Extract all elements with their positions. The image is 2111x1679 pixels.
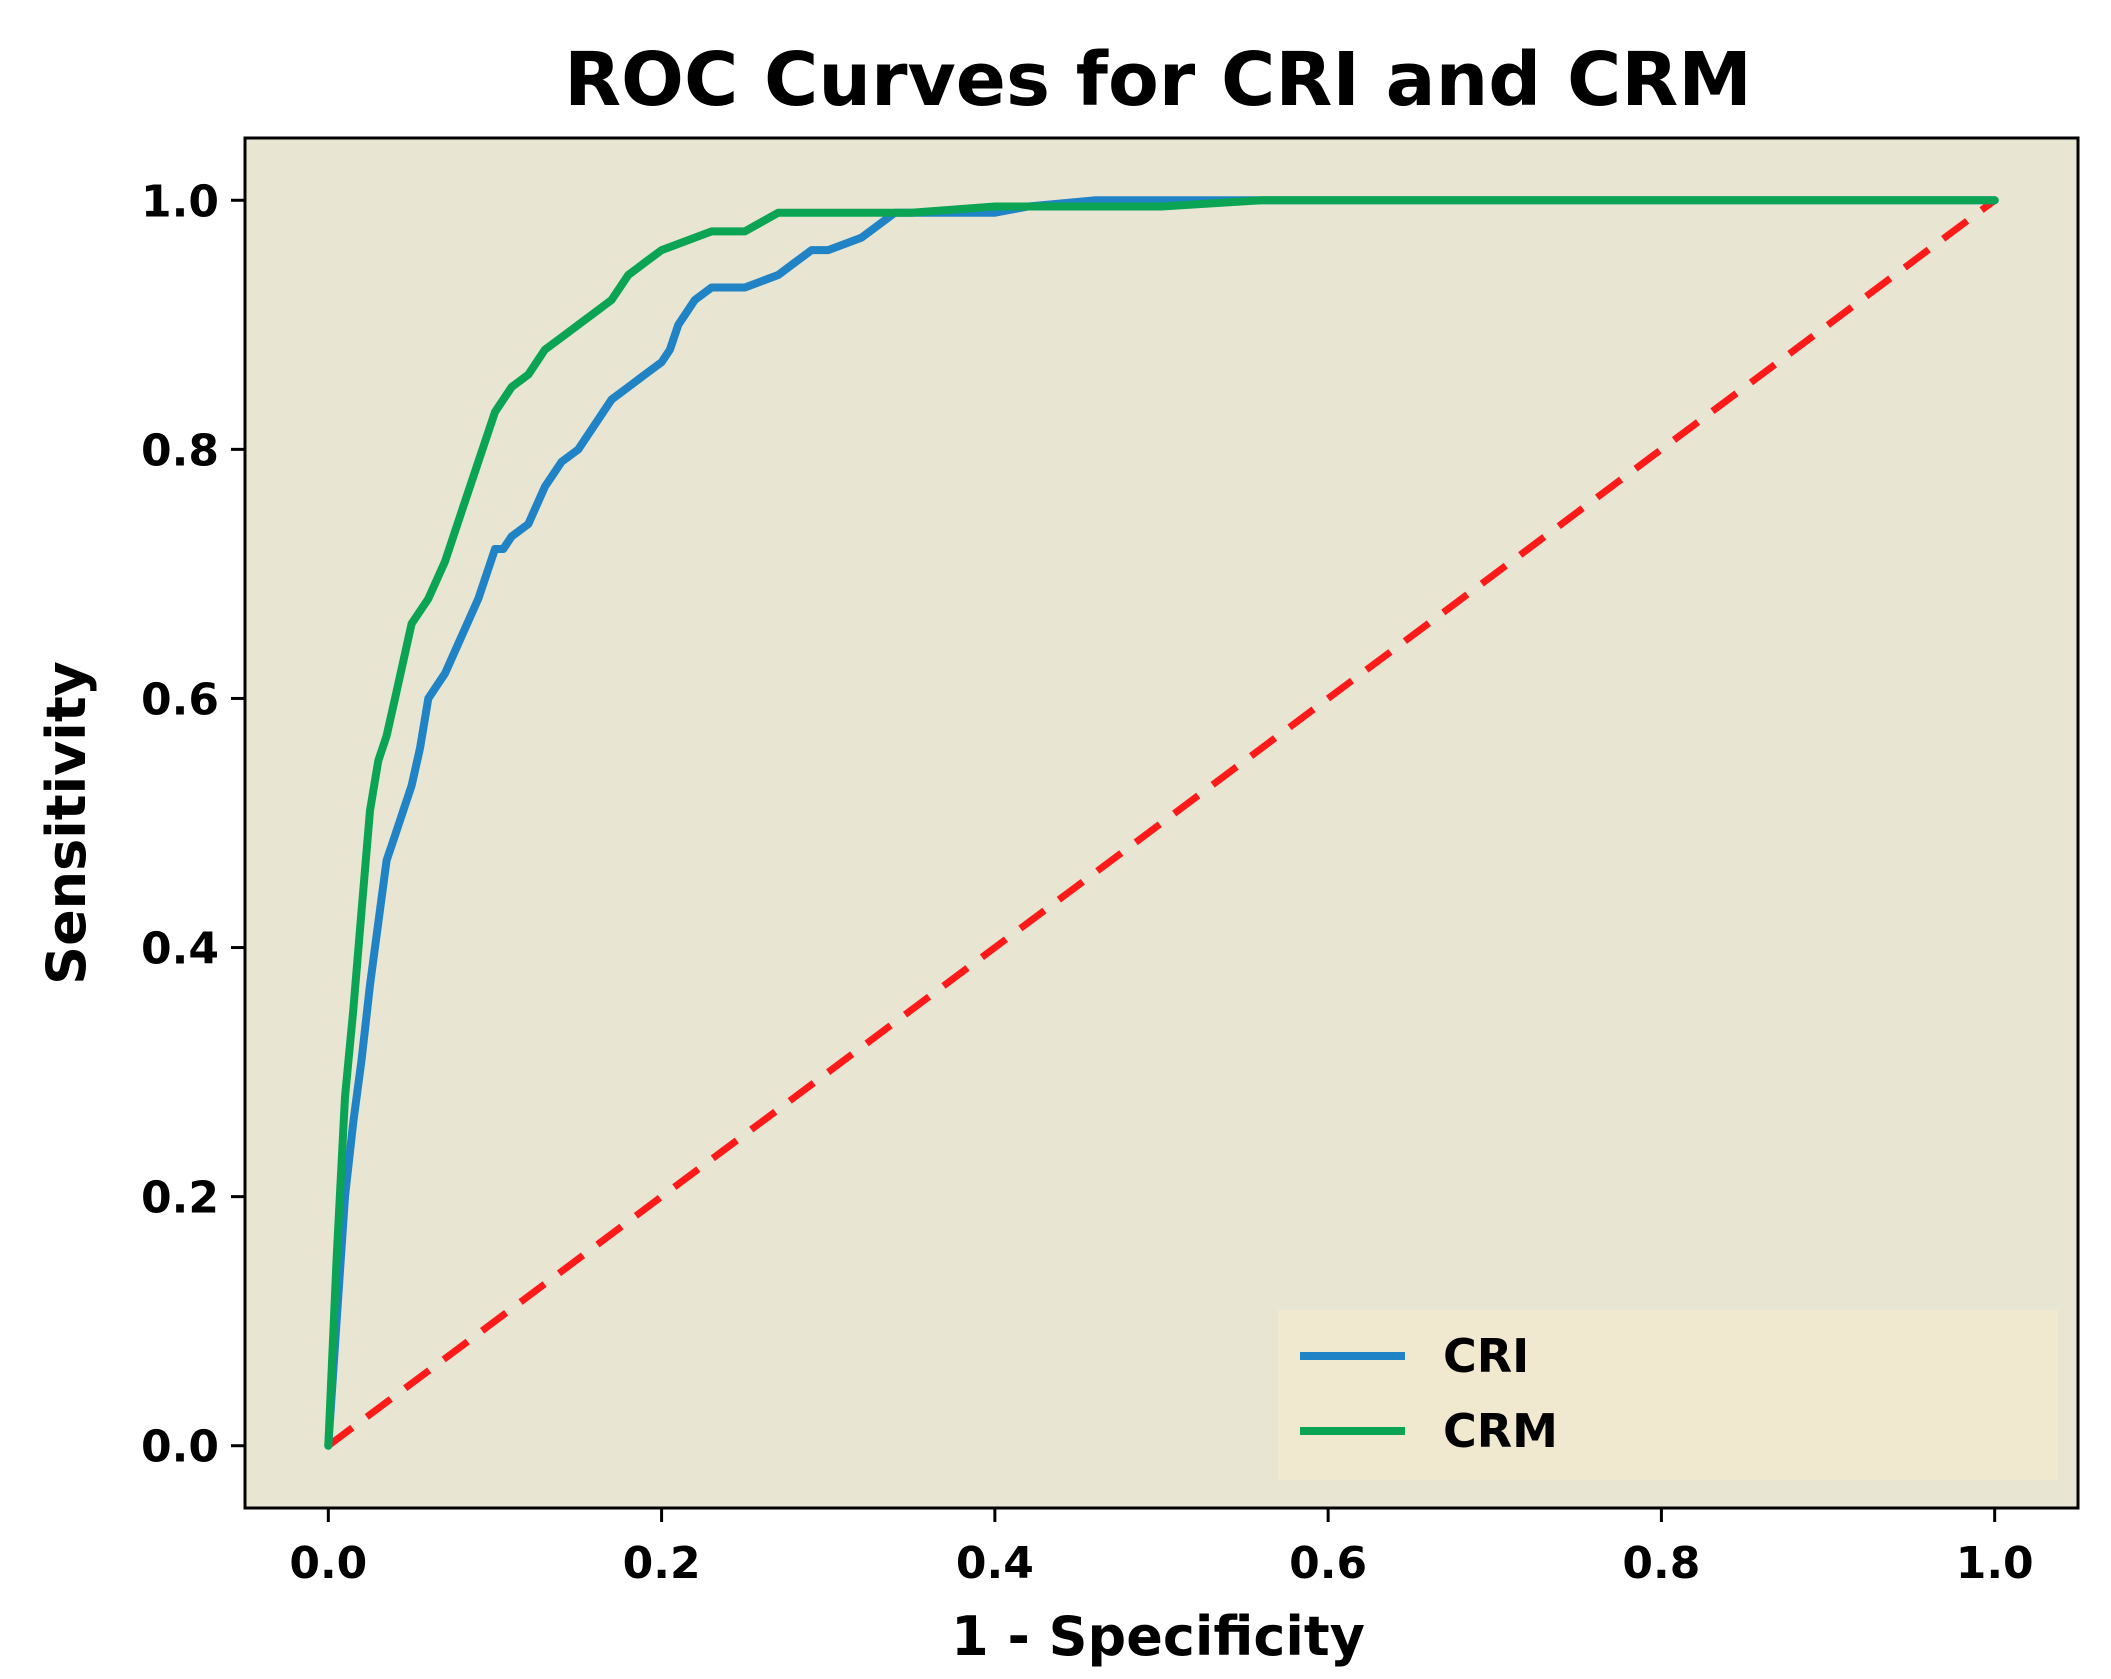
y-axis-label: Sensitivity: [35, 661, 98, 985]
axis-ticks: 0.0 0.2 0.4 0.6 0.8 1.0 0.0 0.2 0.4 0.6 0.8 1.0: [141, 176, 2034, 1589]
x-tick-label: 0.8: [1622, 1538, 1700, 1589]
series-line-chance: [326, 197, 1997, 1449]
x-tick-label: 0.0: [289, 1538, 367, 1589]
plot-frame: [243, 136, 2080, 1510]
legend-box: [1278, 1310, 2058, 1480]
chart-title: ROC Curves for CRI and CRM: [564, 37, 1752, 123]
x-tick-label: 0.2: [623, 1538, 701, 1589]
legend-label-crm: CRM: [1443, 1404, 1558, 1458]
x-axis-label: 1 - Specificity: [951, 1605, 1365, 1668]
series-line-crm: [324, 196, 1999, 1450]
y-tick-label: 0.0: [141, 1422, 219, 1473]
y-tick-label: 0.2: [141, 1173, 219, 1224]
series-line-cri: [324, 196, 1999, 1450]
y-tick-label: 0.6: [141, 674, 219, 725]
x-tick-label: 1.0: [1956, 1538, 2034, 1589]
x-tick-label: 0.4: [956, 1538, 1034, 1589]
series-lines: [324, 196, 1999, 1450]
legend-label-cri: CRI: [1443, 1329, 1529, 1383]
y-tick-label: 0.4: [141, 924, 219, 975]
y-tick-label: 0.8: [141, 425, 219, 476]
x-tick-label: 0.6: [1289, 1538, 1367, 1589]
y-tick-label: 1.0: [141, 176, 219, 227]
legend: CRI CRM: [1278, 1310, 2058, 1480]
